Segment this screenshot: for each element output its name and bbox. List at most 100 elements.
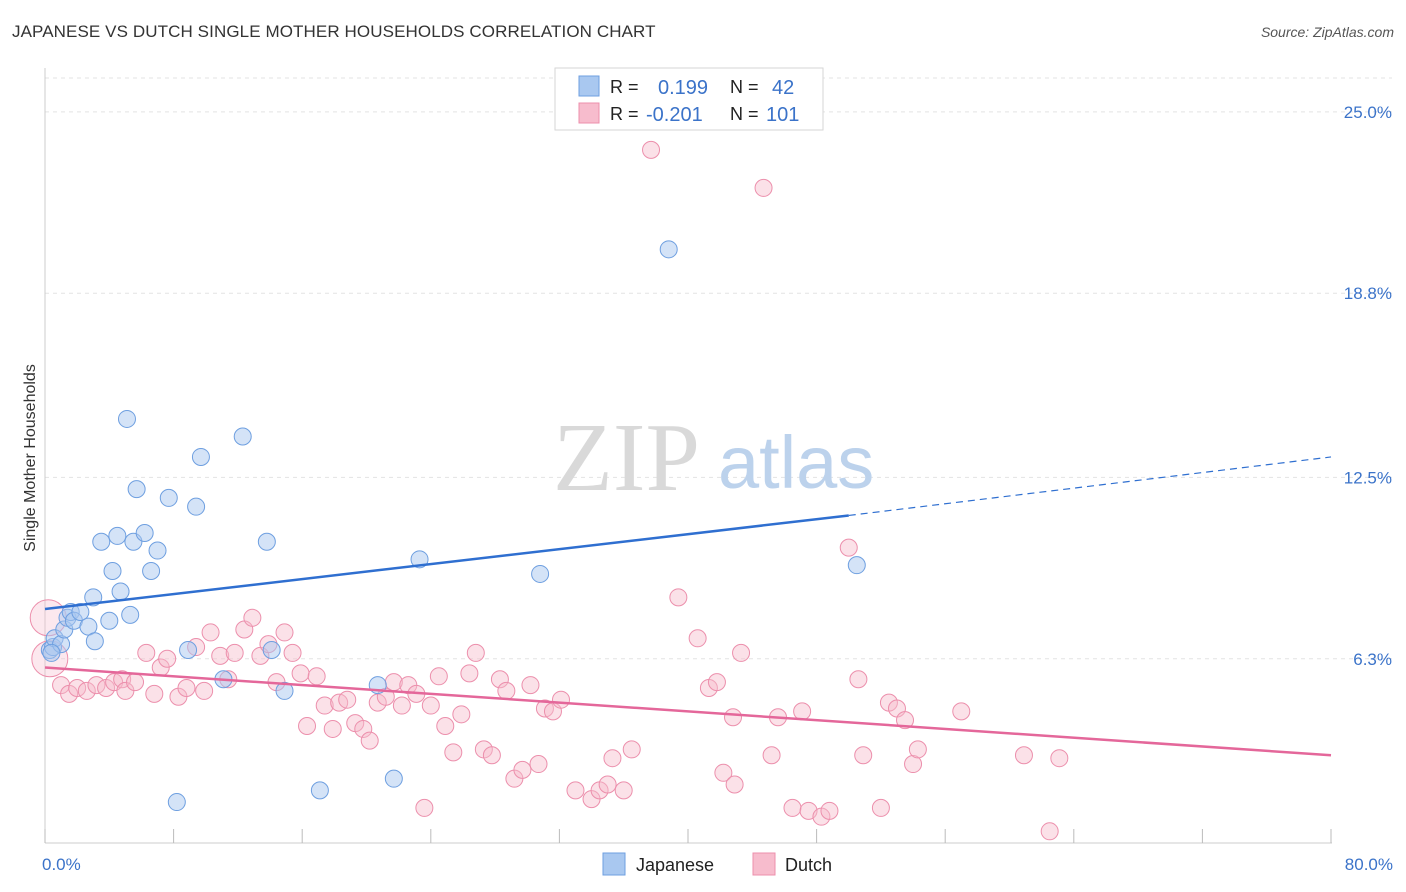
dutch-point-97 bbox=[904, 755, 923, 774]
legend-bottom-japanese-swatch bbox=[602, 852, 626, 876]
japanese-point-16 bbox=[111, 582, 130, 601]
japanese-point-32 bbox=[262, 640, 281, 659]
x-tick-label-0: 0.0% bbox=[42, 855, 81, 874]
dutch-point-25 bbox=[243, 608, 262, 627]
dutch-point-44 bbox=[392, 696, 411, 715]
dutch-point-74 bbox=[669, 588, 688, 607]
dutch-point-39 bbox=[354, 719, 373, 738]
dutch-point-99 bbox=[952, 702, 971, 721]
japanese-point-20 bbox=[127, 480, 146, 499]
gridlines bbox=[45, 77, 1392, 660]
legend-japanese-r-value: 0.199 bbox=[658, 77, 708, 99]
dutch-point-29 bbox=[275, 623, 294, 642]
dutch-point-50 bbox=[436, 717, 455, 736]
dutch-point-48 bbox=[421, 696, 440, 715]
japanese-point-15 bbox=[108, 526, 127, 545]
dutch-point-72 bbox=[622, 740, 641, 759]
legend-dutch-swatch bbox=[578, 102, 600, 124]
dutch-point-57 bbox=[490, 670, 509, 689]
legend-japanese-n-value: 42 bbox=[772, 77, 794, 99]
japanese-point-34 bbox=[310, 781, 329, 800]
dutch-point-60 bbox=[513, 760, 532, 779]
dutch-point-13 bbox=[145, 684, 164, 703]
legend-bottom: Japanese Dutch bbox=[602, 852, 832, 876]
dutch-point-79 bbox=[724, 708, 743, 727]
japanese-trend-line bbox=[44, 514, 849, 611]
dutch-point-91 bbox=[849, 670, 868, 689]
dutch-point-19 bbox=[195, 681, 214, 700]
dutch-point-12 bbox=[137, 643, 156, 662]
dutch-point-62 bbox=[529, 755, 548, 774]
legend-bottom-dutch-swatch bbox=[752, 852, 776, 876]
dutch-point-49 bbox=[429, 667, 448, 686]
japanese-point-11 bbox=[84, 588, 103, 607]
dutch-point-15 bbox=[158, 649, 177, 668]
dutch-point-30 bbox=[283, 643, 302, 662]
legend-dutch-r-label: R = bbox=[610, 104, 639, 124]
watermark-atlas: atlas bbox=[718, 421, 874, 504]
watermark: ZIP atlas bbox=[553, 404, 874, 512]
dutch-point-51 bbox=[444, 743, 463, 762]
dutch-point-98 bbox=[908, 740, 927, 759]
dutch-point-66 bbox=[566, 781, 585, 800]
legend-top-box bbox=[554, 67, 824, 131]
x-tick-label-1: 80.0% bbox=[1345, 855, 1393, 874]
dutch-point-78 bbox=[714, 763, 733, 782]
japanese-point-38 bbox=[531, 564, 550, 583]
japanese-point-8 bbox=[71, 602, 90, 621]
dutch-point-34 bbox=[315, 696, 334, 715]
japanese-point-26 bbox=[179, 640, 198, 659]
dutch-point-69 bbox=[598, 775, 617, 794]
y-tick-labels: 6.3% 12.5% 18.8% 25.0% bbox=[1344, 103, 1392, 669]
legend-dutch-n-value: 101 bbox=[766, 104, 799, 126]
dutch-point-58 bbox=[497, 681, 516, 700]
japanese-point-21 bbox=[135, 524, 154, 542]
japanese-trend-extension bbox=[848, 456, 1332, 517]
dutch-point-75 bbox=[688, 629, 707, 648]
japanese-point-36 bbox=[384, 769, 403, 788]
dutch-point-93 bbox=[871, 798, 890, 817]
dutch-point-47 bbox=[415, 798, 434, 817]
dutch-point-5 bbox=[77, 681, 96, 700]
y-axis-title: Single Mother Households bbox=[22, 364, 39, 552]
dutch-point-43 bbox=[384, 673, 403, 692]
dutch-point-37 bbox=[338, 690, 357, 709]
dutch-point-92 bbox=[854, 746, 873, 765]
dutch-point-52 bbox=[452, 705, 471, 724]
trend-lines bbox=[44, 456, 1332, 757]
dutch-point-81 bbox=[732, 643, 751, 662]
dutch-point-23 bbox=[225, 643, 244, 662]
japanese-point-18 bbox=[121, 605, 140, 624]
dutch-point-89 bbox=[820, 801, 839, 820]
dutch-point-35 bbox=[323, 719, 342, 738]
dutch-point-31 bbox=[291, 664, 310, 683]
dutch-point-73 bbox=[642, 140, 661, 159]
y-tick-label-1: 12.5% bbox=[1344, 468, 1392, 487]
japanese-point-31 bbox=[257, 532, 276, 551]
chart-source: Source: ZipAtlas.com bbox=[1260, 24, 1394, 40]
x-tick-labels: 0.0% 80.0% bbox=[42, 855, 1393, 874]
y-tick-label-2: 18.8% bbox=[1344, 284, 1392, 303]
legend-japanese-swatch bbox=[578, 75, 600, 97]
dutch-point-83 bbox=[762, 746, 781, 765]
dutch-point-85 bbox=[783, 798, 802, 817]
legend-top: R = 0.199 N = 42 R = -0.201 N = 101 bbox=[554, 67, 824, 131]
japanese-point-23 bbox=[148, 541, 167, 560]
dutch-point-40 bbox=[360, 731, 379, 750]
japanese-points bbox=[40, 240, 866, 812]
dutch-point-70 bbox=[603, 749, 622, 768]
legend-japanese-r-label: R = bbox=[610, 77, 639, 97]
dutch-point-21 bbox=[211, 646, 230, 665]
japanese-point-41 bbox=[42, 643, 61, 662]
dutch-point-80 bbox=[725, 775, 744, 794]
dutch-points bbox=[29, 140, 1069, 841]
dutch-point-100 bbox=[1014, 746, 1033, 765]
dutch-point-65 bbox=[552, 690, 571, 709]
dutch-point-11 bbox=[126, 673, 145, 692]
japanese-point-22 bbox=[142, 562, 161, 581]
legend-bottom-dutch-label: Dutch bbox=[785, 855, 832, 875]
japanese-point-30 bbox=[233, 427, 252, 446]
dutch-point-20 bbox=[201, 623, 220, 642]
japanese-point-27 bbox=[187, 497, 206, 516]
